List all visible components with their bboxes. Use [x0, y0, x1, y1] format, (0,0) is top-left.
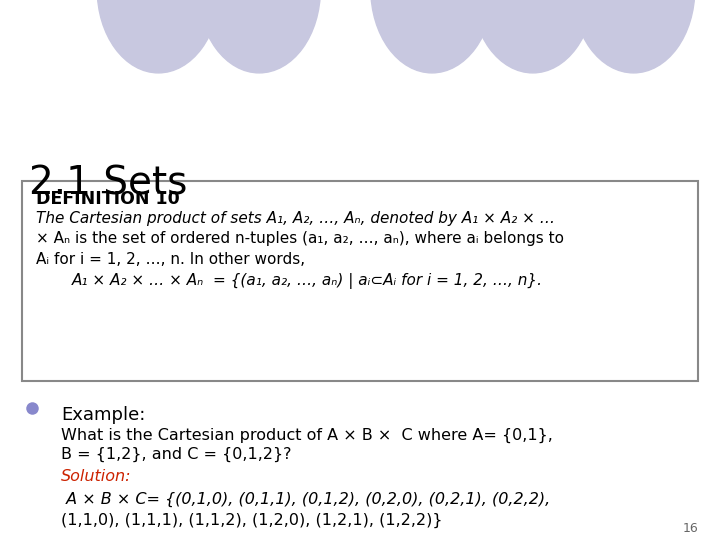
Text: A₁ × A₂ × … × Aₙ  = {(a₁, a₂, …, aₙ) | aᵢ⊂Aᵢ for i = 1, 2, …, n}.: A₁ × A₂ × … × Aₙ = {(a₁, a₂, …, aₙ) | aᵢ… [72, 273, 543, 289]
Text: DEFINITION 10: DEFINITION 10 [36, 190, 180, 208]
Ellipse shape [472, 0, 594, 73]
Text: Solution:: Solution: [61, 469, 132, 484]
Text: B = {1,2}, and C = {0,1,2}?: B = {1,2}, and C = {0,1,2}? [61, 447, 292, 462]
Text: × Aₙ is the set of ordered n-tuples (a₁, a₂, …, aₙ), where aᵢ belongs to: × Aₙ is the set of ordered n-tuples (a₁,… [36, 231, 564, 246]
Text: Example:: Example: [61, 406, 145, 424]
Text: (1,1,0), (1,1,1), (1,1,2), (1,2,0), (1,2,1), (1,2,2)}: (1,1,0), (1,1,1), (1,1,2), (1,2,0), (1,2… [61, 513, 443, 528]
Text: What is the Cartesian product of A × B ×  C where A= {0,1},: What is the Cartesian product of A × B ×… [61, 428, 553, 443]
Text: A × B × C= {(0,1,0), (0,1,1), (0,1,2), (0,2,0), (0,2,1), (0,2,2),: A × B × C= {(0,1,0), (0,1,1), (0,1,2), (… [61, 491, 551, 507]
Text: Aᵢ for i = 1, 2, …, n. In other words,: Aᵢ for i = 1, 2, …, n. In other words, [36, 252, 305, 267]
FancyBboxPatch shape [22, 181, 698, 381]
Text: The Cartesian product of sets A₁, A₂, …, Aₙ, denoted by A₁ × A₂ × …: The Cartesian product of sets A₁, A₂, …,… [36, 211, 555, 226]
Text: 2.1 Sets: 2.1 Sets [29, 165, 187, 202]
Ellipse shape [572, 0, 695, 73]
Ellipse shape [198, 0, 320, 73]
Ellipse shape [97, 0, 220, 73]
Text: 16: 16 [683, 522, 698, 535]
Ellipse shape [371, 0, 493, 73]
